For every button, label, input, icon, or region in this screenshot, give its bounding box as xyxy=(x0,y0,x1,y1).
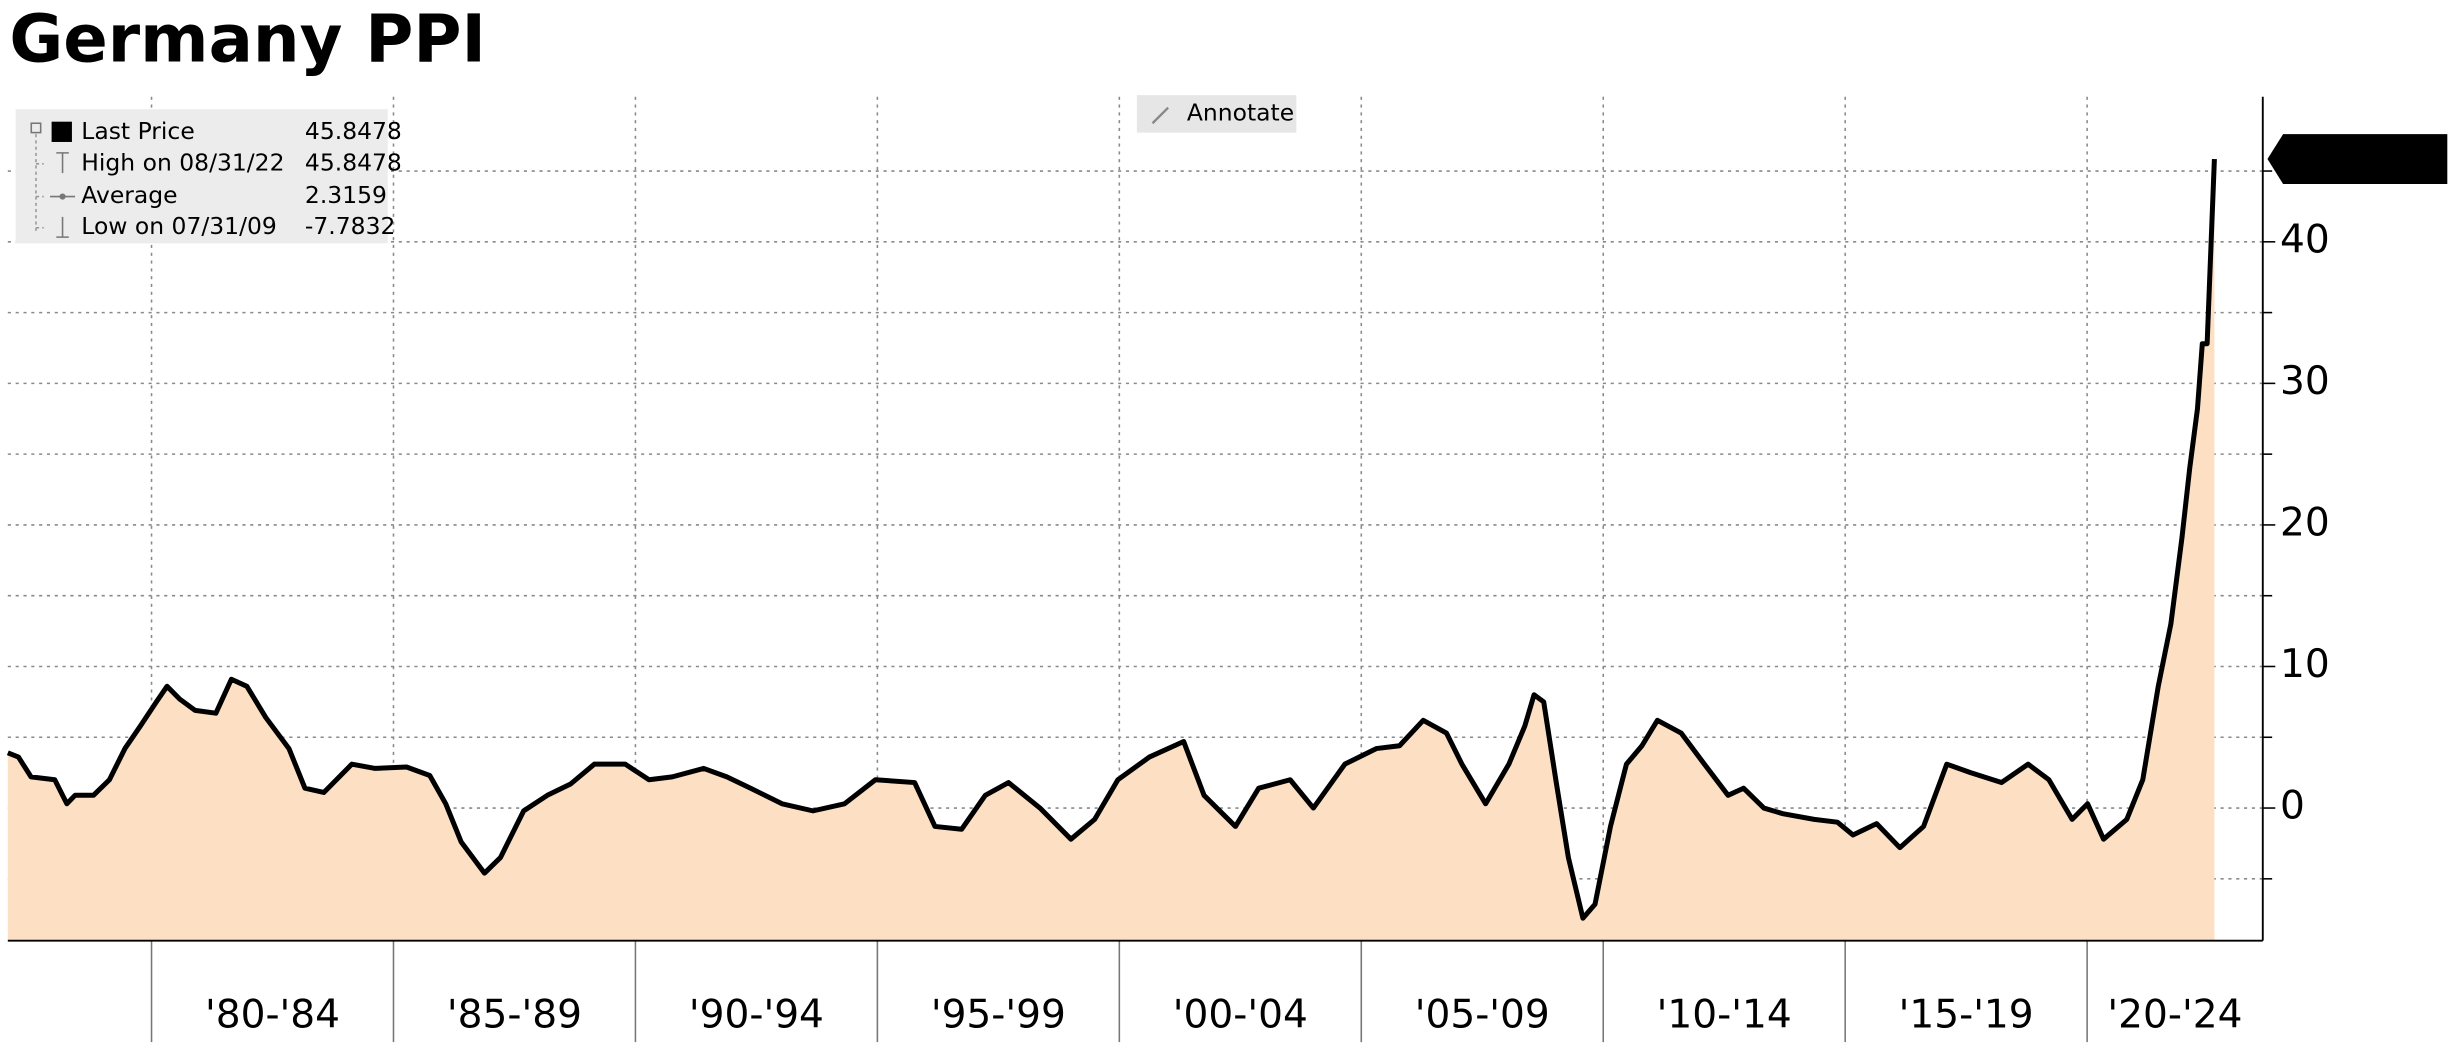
legend-value: 45.8478 xyxy=(305,148,402,176)
legend-value: 45.8478 xyxy=(305,117,402,145)
annotate-button[interactable]: Annotate xyxy=(1136,95,1297,133)
legend-label: Last Price xyxy=(81,117,194,145)
legend-low-icon xyxy=(56,216,69,238)
x-tick-label: '80-'84 xyxy=(205,993,340,1038)
y-tick-label: 0 xyxy=(2280,784,2305,829)
legend-label: High on 08/31/22 xyxy=(81,148,284,176)
legend-swatch xyxy=(51,121,72,142)
y-tick-label: 10 xyxy=(2280,642,2330,687)
legend-high-icon xyxy=(56,152,69,174)
x-tick-label: '95-'99 xyxy=(931,993,1066,1038)
chart-title: Germany PPI xyxy=(9,2,486,78)
x-tick-label: '20-'24 xyxy=(2107,993,2242,1038)
last-value-badge xyxy=(2267,134,2448,184)
x-tick-label: '10-'14 xyxy=(1657,993,1792,1038)
y-tick-label: 30 xyxy=(2280,359,2330,404)
y-tick-label: 40 xyxy=(2280,217,2330,262)
x-tick-label: '05-'09 xyxy=(1415,993,1550,1038)
plot-area: 0 10 20 30 40 '80-'84 '85-'89 '90-'94 '95-'99 '00… xyxy=(6,96,2448,1043)
legend: Last Price 45.8478 High on 08/31/22 45.8… xyxy=(15,109,402,244)
legend-label: Average xyxy=(81,181,177,209)
legend-value: 2.3159 xyxy=(305,181,387,209)
last-value-label: 45.8478 xyxy=(2279,136,2441,181)
legend-box xyxy=(15,109,388,244)
line xyxy=(6,158,2217,921)
legend-value: -7.7832 xyxy=(305,212,395,240)
legend-average-icon xyxy=(59,193,66,200)
annotate-label[interactable]: Annotate xyxy=(1187,98,1294,126)
y-tick-label: 20 xyxy=(2280,500,2330,545)
x-tick-label: '90-'94 xyxy=(689,993,824,1038)
annotate-icon xyxy=(1151,106,1169,125)
x-tick-label: '15-'19 xyxy=(1899,993,2034,1038)
legend-tree xyxy=(35,134,44,234)
x-tick-label: '85-'89 xyxy=(447,993,582,1038)
x-tick-label: '00-'04 xyxy=(1173,993,1308,1038)
legend-label: Low on 07/31/09 xyxy=(81,212,276,240)
legend-collapse[interactable] xyxy=(30,122,42,134)
area xyxy=(7,159,2215,941)
